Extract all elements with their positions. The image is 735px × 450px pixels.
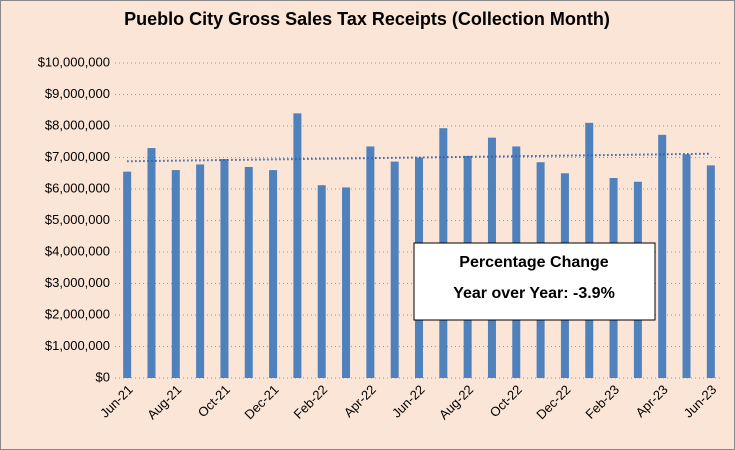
bar xyxy=(244,166,253,378)
y-tick-label: $10,000,000 xyxy=(38,54,110,69)
y-tick-label: $9,000,000 xyxy=(45,86,110,101)
bar xyxy=(220,159,229,378)
y-tick-label: $2,000,000 xyxy=(45,306,110,321)
bar xyxy=(293,113,302,379)
y-tick-label: $8,000,000 xyxy=(45,117,110,132)
bar xyxy=(706,165,715,378)
y-tick-label: $3,000,000 xyxy=(45,275,110,290)
annotation: Year over Year: -3.9% xyxy=(453,285,615,302)
bar xyxy=(342,187,351,378)
y-tick-label: $5,000,000 xyxy=(45,212,110,227)
bar xyxy=(147,148,156,378)
bar xyxy=(123,171,132,378)
bar xyxy=(269,170,278,378)
chart-title: Pueblo City Gross Sales Tax Receipts (Co… xyxy=(124,9,610,29)
bar xyxy=(196,164,205,378)
y-tick-label: $7,000,000 xyxy=(45,149,110,164)
bar xyxy=(366,146,375,378)
bar xyxy=(682,154,691,378)
annotation: Percentage Change xyxy=(459,254,608,271)
y-tick-label: $0 xyxy=(96,369,110,384)
annotation-box xyxy=(413,242,656,321)
y-tick-label: $4,000,000 xyxy=(45,243,110,258)
y-tick-label: $1,000,000 xyxy=(45,338,110,353)
bar xyxy=(390,161,399,378)
bar xyxy=(658,134,667,378)
y-tick-label: $6,000,000 xyxy=(45,180,110,195)
bar xyxy=(171,170,180,378)
trendline xyxy=(127,152,711,163)
bar xyxy=(317,185,326,378)
